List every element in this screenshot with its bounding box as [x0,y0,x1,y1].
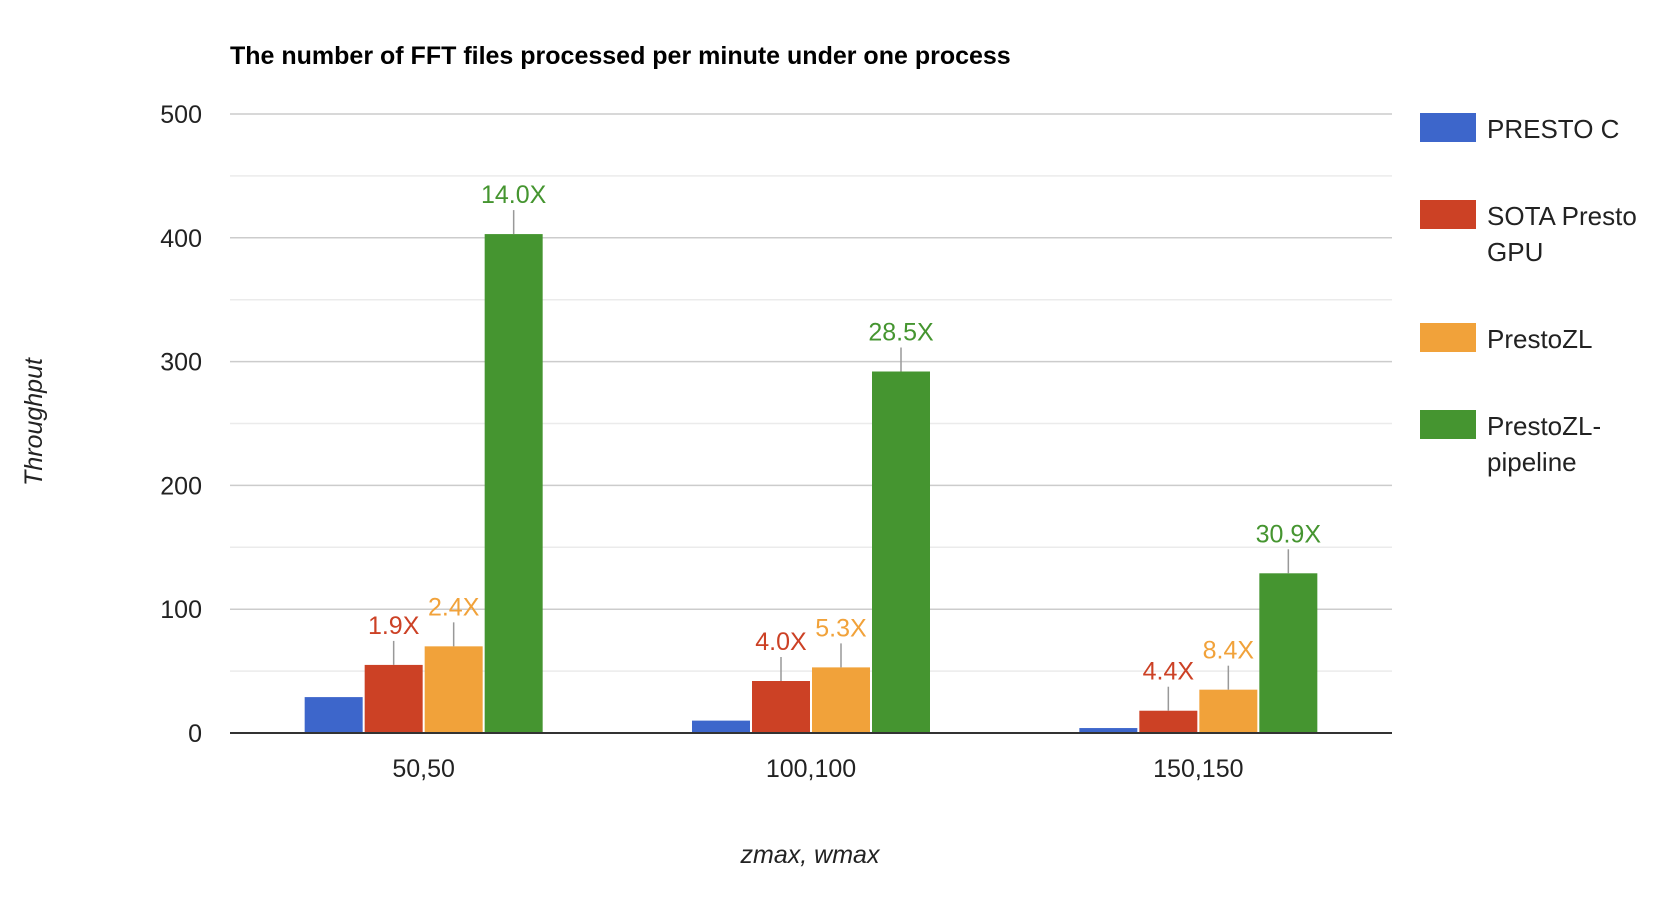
x-tick-label: 150,150 [1153,755,1243,783]
bar-annotation-label: 30.9X [1256,520,1322,548]
bar-annotation-label: 4.4X [1143,658,1195,686]
bar-annotation-label: 14.0X [481,181,547,209]
bar-annotation-label: 8.4X [1203,637,1255,665]
bar [424,646,483,733]
legend-swatch [1420,200,1476,229]
bar-annotation-label: 1.9X [368,612,420,640]
y-axis-ticks: 0 100 200 300 400 500 [160,101,202,748]
bar [304,697,363,733]
bar [872,371,930,733]
y-tick-label: 500 [160,101,202,129]
legend-swatch [1420,410,1476,439]
y-axis-title: Throughput [20,357,48,486]
legend-swatch [1420,113,1476,142]
legend-label: PrestoZL- [1487,411,1601,441]
y-tick-label: 200 [160,472,202,500]
x-tick-label: 100,100 [766,755,856,783]
bar [812,667,870,733]
y-tick-label: 0 [188,720,202,748]
y-tick-label: 300 [160,349,202,377]
legend-label: GPU [1487,237,1543,267]
bar-annotation-label: 4.0X [755,628,807,656]
bar [484,234,543,733]
legend: PRESTO C SOTA Presto GPU PrestoZL PrestoZL-p… [1420,113,1637,477]
chart-title: The number of FFT files processed per mi… [230,42,1011,70]
y-tick-label: 400 [160,225,202,253]
bar-annotation-label: 2.4X [428,593,480,621]
bar [1199,689,1258,733]
legend-label: pipeline [1487,447,1577,477]
legend-swatch [1420,323,1476,352]
bar [1259,573,1318,733]
bars [304,234,1318,733]
gridlines [230,113,1392,734]
bar-annotations: 1.9X 2.4X 14.0X 4.0X 5.3X 28.5X 4.4X 8.4X 30.9X [368,181,1321,711]
bar-annotation-label: 5.3X [815,614,867,642]
legend-label: PrestoZL [1487,324,1593,354]
legend-label: SOTA Presto [1487,201,1637,231]
bar [1079,728,1138,733]
bar [1139,710,1198,733]
y-tick-label: 100 [160,596,202,624]
bar-annotation-label: 28.5X [868,319,934,347]
bar [752,681,810,733]
x-axis-title: zmax, wmax [740,841,881,869]
bar [364,664,423,733]
x-tick-label: 50,50 [392,755,455,783]
x-axis-ticks: 50,50 100,100 150,150 [392,755,1243,783]
bar [692,720,750,733]
legend-label: PRESTO C [1487,114,1619,144]
